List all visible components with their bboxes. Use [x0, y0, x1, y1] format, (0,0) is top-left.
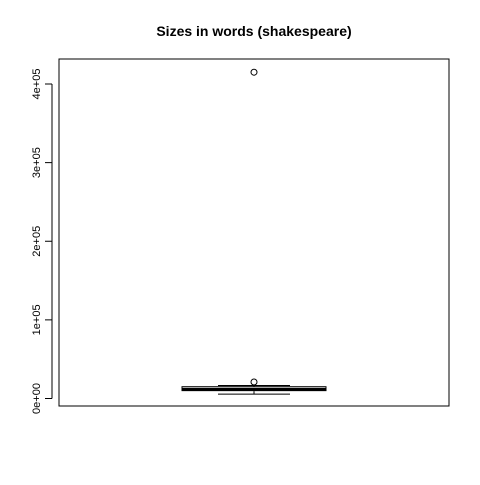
- y-tick-label: 3e+05: [31, 147, 43, 178]
- plot-frame: [58, 58, 450, 407]
- y-tick-label: 4e+05: [31, 69, 43, 100]
- outlier-point: [250, 378, 258, 386]
- box-plot: [181, 68, 327, 395]
- chart-title: Sizes in words (shakespeare): [156, 23, 351, 39]
- outlier-point: [250, 68, 258, 76]
- y-axis: 0e+00 1e+05 2e+05 3e+05 4e+05: [31, 69, 53, 414]
- y-tick-label: 2e+05: [31, 226, 43, 257]
- y-tick-label: 0e+00: [31, 383, 43, 414]
- y-tick-label: 1e+05: [31, 304, 43, 335]
